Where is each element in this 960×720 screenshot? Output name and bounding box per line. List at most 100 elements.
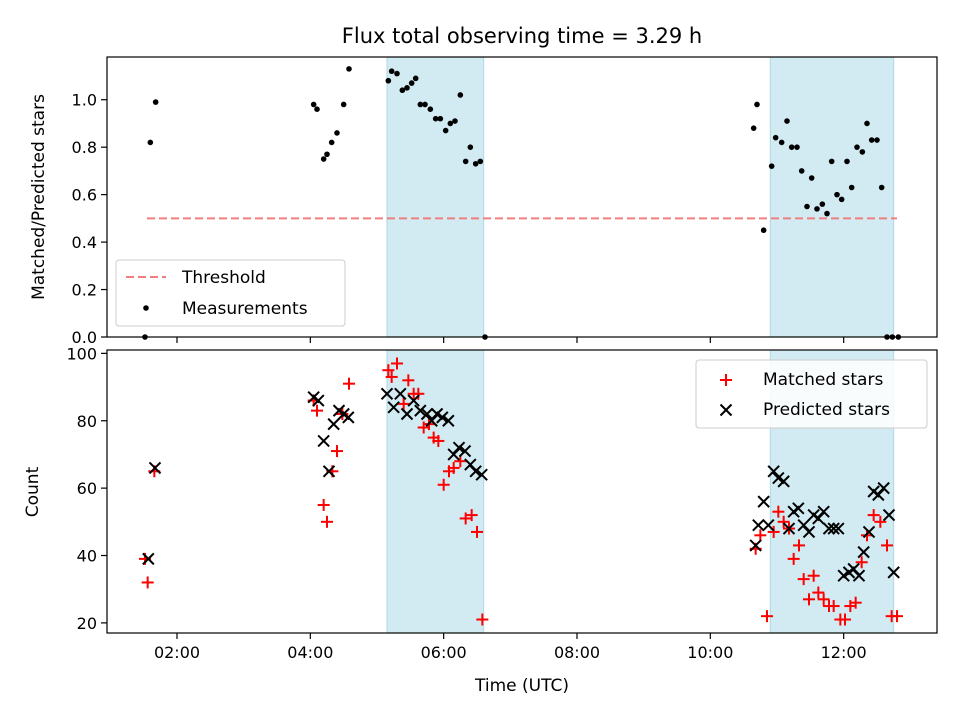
count-legend: Matched stars Predicted stars <box>695 359 928 429</box>
predicted-star-point <box>148 461 162 475</box>
predicted-star-point <box>757 495 770 508</box>
ratio-y-tick-label: 0.6 <box>72 186 97 205</box>
measurement-point <box>467 144 474 150</box>
measurement-point <box>314 106 320 113</box>
measurement-point <box>878 184 885 191</box>
matched-star-point <box>412 387 425 400</box>
legend-threshold-label: Threshold <box>181 268 266 288</box>
ratio-x-ticks <box>176 337 845 343</box>
measurement-point <box>819 201 826 207</box>
matched-star-point <box>867 509 880 522</box>
x-tick-label: 10:00 <box>687 643 733 662</box>
predicted-star-point <box>857 545 870 559</box>
x-axis-label: Time (UTC) <box>474 676 569 696</box>
predicted-star-point <box>387 401 400 414</box>
measurement-point <box>310 101 317 108</box>
matched-star-point <box>772 505 785 518</box>
predicted-star-point <box>342 411 355 424</box>
predicted-star-point <box>862 525 876 539</box>
predicted-star-point <box>817 505 830 518</box>
ratio-legend-box <box>115 259 346 327</box>
predicted-star-point <box>452 441 466 454</box>
legend-matched-label: Matched stars <box>763 370 883 390</box>
matched-star-point <box>141 576 154 589</box>
measurement-points <box>142 66 902 340</box>
ratio-y-tick-label: 0.0 <box>72 328 97 347</box>
matched-star-point <box>317 498 330 511</box>
predicted-star-point <box>762 518 775 532</box>
measurement-point <box>452 118 458 124</box>
matched-star-point <box>454 455 467 468</box>
count-y-tick-label: 100 <box>66 344 97 363</box>
predicted-star-point <box>442 414 455 427</box>
ratio-legend: Threshold Measurements <box>115 259 346 327</box>
matched-star-point <box>777 515 790 528</box>
legend-predicted-label: Predicted stars <box>763 400 890 420</box>
count-y-tick-label: 40 <box>77 547 97 566</box>
measurement-point <box>328 139 335 146</box>
matched-star-point <box>437 478 450 491</box>
x-tick-label: 04:00 <box>287 643 333 662</box>
measurement-point <box>437 115 444 122</box>
measurement-point <box>874 137 880 143</box>
matched-star-point <box>311 404 323 417</box>
predicted-star-point <box>420 407 434 421</box>
ratio-y-axis-label: Matched/Predicted stars <box>29 94 49 300</box>
ratio-y-tick-label: 1.0 <box>72 91 97 110</box>
measurement-point <box>324 151 330 158</box>
matched-star-point <box>343 377 355 390</box>
measurement-point <box>754 101 760 108</box>
count-legend-box <box>695 359 928 429</box>
measurement-point <box>394 70 400 77</box>
predicted-star-point <box>414 404 427 417</box>
legend-measurement-swatch <box>143 305 149 311</box>
matched-star-point <box>803 593 815 606</box>
matched-star-point <box>812 586 825 599</box>
measurement-point <box>385 77 392 84</box>
predicted-star-point <box>327 417 340 431</box>
measurement-point <box>834 191 840 198</box>
matched-star-point <box>321 515 333 528</box>
matched-star-point <box>839 613 851 626</box>
count-y-tick-label: 20 <box>77 614 97 633</box>
measurement-point <box>788 144 795 150</box>
predicted-star-points <box>142 387 900 582</box>
measurement-point <box>804 203 810 210</box>
predicted-star-point <box>827 522 840 535</box>
x-tick-label: 06:00 <box>421 643 467 662</box>
matched-star-point <box>397 397 410 410</box>
matched-star-point <box>471 525 483 538</box>
predicted-star-point <box>312 394 325 407</box>
measurement-point <box>838 196 845 203</box>
predicted-star-point <box>852 569 866 582</box>
measurement-point <box>340 101 347 108</box>
matched-star-point <box>807 569 820 582</box>
predicted-star-point <box>777 475 790 488</box>
predicted-star-point <box>322 465 336 478</box>
measurement-point <box>798 168 805 174</box>
count-axes-frame <box>106 349 938 634</box>
predicted-star-point <box>394 387 407 401</box>
matched-star-point <box>402 374 415 387</box>
measurement-point <box>334 130 340 136</box>
predicted-star-point <box>407 394 420 407</box>
matched-star-point <box>891 610 903 623</box>
predicted-star-point <box>782 522 796 535</box>
ratio-axes-frame <box>106 56 938 338</box>
measurement-point <box>427 106 434 113</box>
measurement-point <box>868 137 875 143</box>
measurement-point <box>408 80 415 86</box>
measurement-point <box>794 144 800 150</box>
measurement-point <box>750 125 757 131</box>
x-tick-label: 02:00 <box>154 643 200 662</box>
measurement-point <box>854 144 860 150</box>
count-y-tick-label: 80 <box>77 412 97 431</box>
predicted-star-point <box>792 502 805 515</box>
measurement-point <box>152 99 159 105</box>
predicted-star-point <box>822 522 836 535</box>
predicted-star-point <box>832 522 845 535</box>
ratio-y-tick-label: 0.4 <box>72 233 97 252</box>
shaded-range-0 <box>386 56 485 338</box>
measurement-point <box>859 149 866 155</box>
